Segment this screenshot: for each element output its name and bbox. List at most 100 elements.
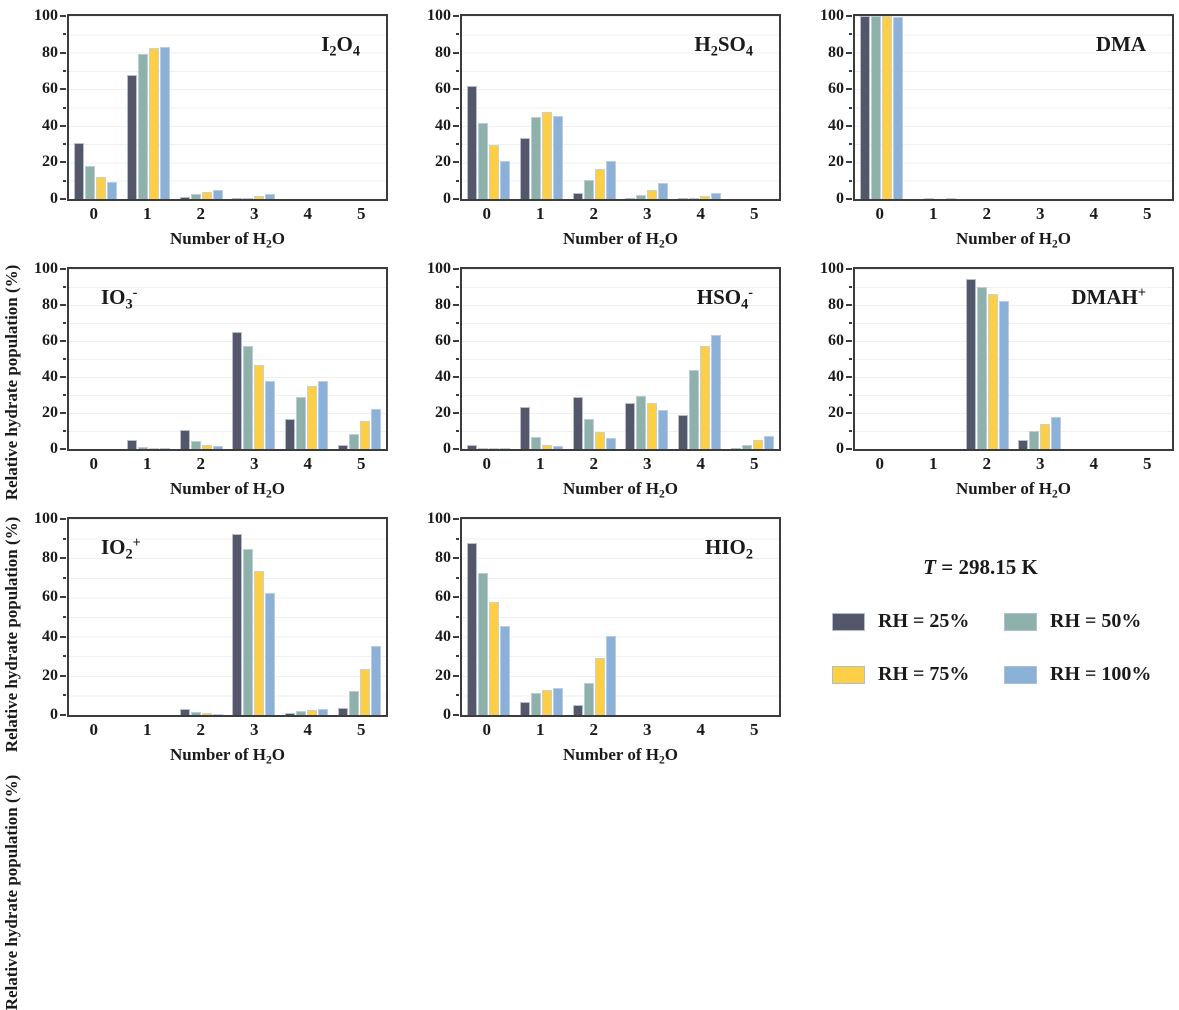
x-tick-label: 5	[1143, 454, 1152, 473]
bar	[265, 593, 276, 715]
y-tick	[60, 15, 66, 17]
bar	[1051, 416, 1062, 449]
bar-group	[122, 519, 175, 715]
x-axis-ticks: 0 1 2 3 4 5	[460, 717, 781, 743]
x-axis-ticks: 0 1 2 3 4 5	[853, 201, 1174, 227]
y-tick	[63, 286, 66, 288]
bar-group	[515, 269, 568, 449]
legend-entry-rh100: RH = 100%	[1004, 663, 1176, 686]
y-tick-label: 40	[435, 368, 451, 385]
x-tick-label: 5	[750, 204, 759, 223]
x-tick-label: 4	[303, 204, 313, 223]
y-tick	[456, 286, 459, 288]
y-tick	[846, 412, 852, 414]
y-tick	[60, 304, 66, 306]
bar	[700, 346, 711, 449]
bar	[689, 369, 700, 449]
y-tick-label: 60	[42, 332, 58, 349]
y-tick-label: 0	[836, 440, 844, 457]
y-tick	[849, 33, 852, 36]
bar-groups	[462, 519, 779, 715]
bar	[254, 196, 265, 199]
bar	[318, 380, 329, 449]
y-tick-label: 20	[435, 404, 451, 421]
bar-group	[620, 16, 673, 199]
y-tick-label: 80	[828, 43, 844, 61]
bar	[254, 365, 265, 449]
x-tick-label: 5	[357, 454, 366, 473]
bar	[583, 682, 594, 715]
y-tick-label: 20	[828, 153, 844, 171]
bar	[605, 635, 616, 715]
bar	[338, 444, 349, 449]
x-tick-label: 4	[696, 720, 706, 739]
y-tick	[456, 616, 459, 618]
bar	[190, 440, 201, 449]
temperature-symbol: T	[923, 555, 936, 579]
bar	[541, 112, 552, 199]
panel-title: DMA	[1095, 32, 1146, 56]
bar-groups	[462, 16, 779, 199]
bar	[987, 294, 998, 449]
x-axis-title: Number of H2O	[562, 229, 679, 251]
bar-group	[908, 269, 961, 449]
legend-swatch-rh25	[832, 612, 865, 631]
x-tick-label: 4	[696, 204, 706, 223]
y-tick-label: 20	[435, 666, 451, 684]
y-tick	[849, 394, 852, 396]
bar	[530, 437, 541, 449]
y-tick-label: 60	[435, 588, 451, 606]
panel-i2o4: Relative hydrate population (%) I2O4 0 20 4…	[0, 0, 393, 500]
bar	[499, 160, 510, 199]
bar	[965, 278, 976, 449]
y-tick	[63, 576, 66, 579]
bar-group	[69, 16, 122, 199]
y-tick	[60, 518, 66, 520]
bar	[647, 403, 658, 449]
panel-title: IO2+	[101, 535, 141, 563]
legend-label: RH = 75%	[878, 663, 970, 685]
bar-group	[515, 16, 568, 199]
y-tick	[456, 394, 459, 396]
x-tick-label: 3	[643, 454, 652, 473]
y-tick-label: 100	[427, 510, 451, 527]
y-tick-label: 0	[836, 190, 844, 207]
y-tick	[846, 340, 852, 342]
y-tick	[849, 143, 852, 146]
x-axis-ticks: 0 1 2 3 4 5	[853, 451, 1174, 477]
bar-group	[69, 519, 122, 715]
bar	[190, 194, 201, 199]
y-tick	[60, 88, 66, 91]
x-tick-label: 0	[482, 720, 492, 739]
bar	[998, 301, 1009, 449]
bar	[552, 687, 563, 715]
y-tick	[60, 596, 66, 599]
bar	[159, 47, 170, 199]
x-tick-label: 3	[1036, 204, 1045, 223]
panel-io3: Relative hydrate population (%) IO3- 0 20 4…	[0, 255, 393, 752]
bar-group	[227, 269, 280, 449]
bar	[466, 444, 477, 449]
x-tick-label: 4	[1089, 204, 1099, 223]
bar-group	[69, 269, 122, 449]
bar	[594, 168, 605, 199]
bar	[594, 658, 605, 715]
y-tick	[456, 430, 459, 432]
bar	[232, 533, 243, 715]
bar-group	[726, 16, 779, 199]
y-tick	[63, 179, 66, 182]
plot-area: HIO2 0 20 40 60 80 100	[427, 510, 781, 723]
bar	[285, 419, 296, 449]
y-tick	[846, 15, 852, 17]
bar-group	[726, 519, 779, 715]
bar	[658, 183, 669, 199]
bar	[477, 123, 488, 199]
bar	[572, 192, 583, 199]
y-tick	[846, 304, 852, 306]
y-tick	[453, 15, 459, 17]
y-tick-label: 0	[443, 706, 451, 723]
bar	[689, 198, 700, 199]
bar-groups	[855, 16, 1172, 199]
x-tick-label: 4	[303, 454, 313, 473]
bar	[285, 713, 296, 715]
